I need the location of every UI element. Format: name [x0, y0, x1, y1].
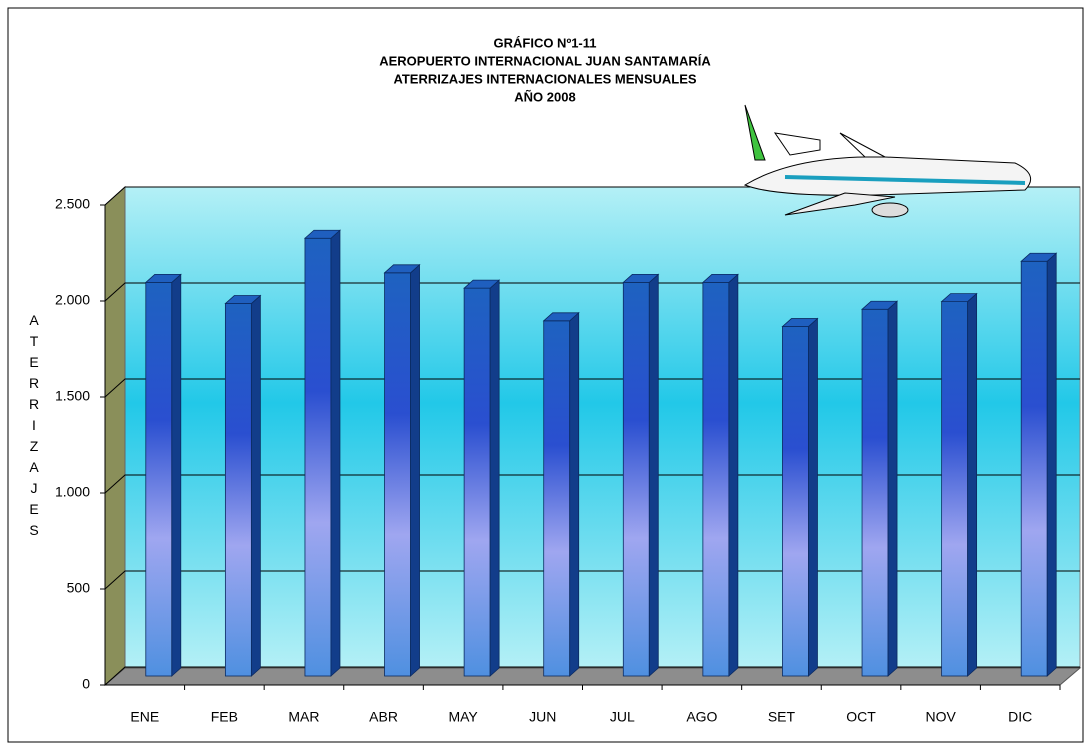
bar: [861, 308, 889, 677]
bar-top: [1020, 252, 1058, 262]
bar: [463, 287, 491, 677]
bar: [941, 301, 969, 677]
bar-group: [860, 300, 899, 677]
bar-side: [808, 317, 818, 677]
bar: [145, 281, 173, 677]
grid-line: [104, 570, 1080, 590]
y-tick-label: 0: [82, 676, 90, 692]
bar-group: [781, 317, 819, 677]
bar-group: [701, 273, 739, 677]
bar-top: [940, 293, 978, 303]
x-tick-label: JUL: [610, 709, 635, 725]
y-tick-label: 2.500: [55, 196, 90, 212]
chart-title: AEROPUERTO INTERNACIONAL JUAN SANTAMARÍA: [379, 53, 711, 68]
bar: [543, 320, 571, 677]
x-tick-label: NOV: [925, 709, 956, 725]
y-tick-label: 1.000: [55, 484, 90, 500]
bar-top: [224, 295, 262, 304]
x-tick-label: FEB: [211, 709, 238, 725]
x-tick-label: AGO: [686, 709, 717, 725]
bar: [224, 303, 252, 677]
grid-line: [104, 666, 1080, 686]
bar: [384, 272, 411, 677]
bar: [304, 237, 332, 677]
chart-title: AÑO 2008: [514, 89, 575, 104]
bar-group: [383, 263, 421, 677]
bar-group: [542, 311, 580, 677]
bar-group: [940, 292, 978, 677]
bar-top: [622, 273, 660, 283]
y-axis-label: ATERRIZAJES: [26, 312, 42, 543]
chart-title: ATERRIZAJES INTERNACIONALES MENSUALES: [393, 71, 696, 86]
x-tick-label: JUN: [529, 709, 556, 725]
y-tick-label: 2.000: [55, 292, 90, 308]
x-tick-label: OCT: [846, 709, 876, 725]
bar-top: [701, 273, 739, 283]
grid-line: [104, 282, 1080, 302]
bar-side: [171, 273, 182, 677]
bar-top: [383, 264, 421, 274]
bar-side: [728, 273, 739, 677]
bar-top: [303, 229, 342, 239]
bar-group: [622, 273, 660, 677]
grid-line: [104, 378, 1080, 398]
bar-top: [144, 273, 182, 283]
x-tick-label: DIC: [1008, 709, 1032, 725]
y-tick-label: 1.500: [55, 388, 90, 404]
x-tick-label: ABR: [369, 709, 398, 725]
bar-top: [781, 318, 819, 327]
bar-side: [887, 300, 898, 677]
bar-side: [967, 292, 978, 677]
chart-title: GRÁFICO Nº1-11: [494, 35, 597, 50]
x-tick-label: MAR: [288, 709, 319, 725]
bar-side: [1046, 252, 1057, 677]
bar-side: [250, 294, 261, 677]
bar: [782, 326, 809, 677]
x-tick-label: MAY: [448, 709, 478, 725]
bar-side: [410, 263, 420, 677]
bar-group: [1020, 252, 1058, 677]
side-wall: [104, 185, 126, 687]
airplane-icon: [743, 104, 1032, 218]
y-tick-label: 500: [67, 580, 91, 596]
x-tick-label: SET: [768, 709, 796, 725]
bar-group: [144, 273, 182, 677]
bar: [1020, 260, 1048, 677]
bar-side: [489, 279, 500, 677]
x-tick-label: ENE: [130, 709, 159, 725]
bar: [702, 281, 730, 677]
bar: [622, 281, 650, 677]
bar-top: [860, 300, 899, 310]
back-wall: [124, 186, 1081, 669]
grid-line: [104, 474, 1080, 494]
bar-side: [648, 273, 659, 677]
bar-group: [224, 294, 262, 677]
bar-top: [542, 312, 580, 322]
bar-side: [569, 311, 580, 677]
bar-top: [463, 279, 501, 289]
bar-group: [463, 279, 501, 677]
bar-group: [303, 229, 342, 677]
bar-side: [330, 229, 341, 677]
